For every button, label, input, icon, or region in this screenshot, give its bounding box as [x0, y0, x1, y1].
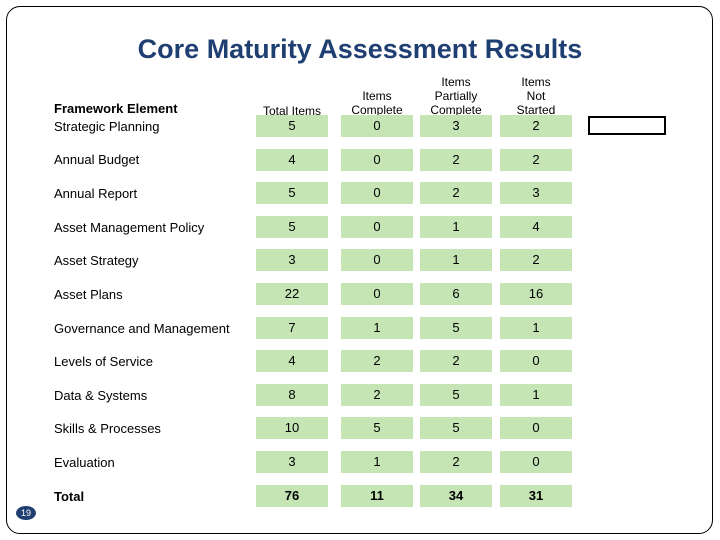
cell-total: 3 — [256, 451, 328, 473]
row-label-evaluation: Evaluation — [54, 455, 115, 470]
cell-total: 7 — [256, 317, 328, 339]
empty-box — [588, 116, 666, 135]
row-label-strategic-planning: Strategic Planning — [54, 119, 160, 134]
cell-complete: 0 — [341, 249, 413, 271]
cell-not-started: 2 — [500, 249, 572, 271]
row-label-data-and-systems: Data & Systems — [54, 388, 148, 403]
cell-not-started: 0 — [500, 350, 572, 372]
cell-not-started: 16 — [500, 283, 572, 305]
cell-not-started: 3 — [500, 182, 572, 204]
cell-not-started: 1 — [500, 384, 572, 406]
row-label-levels-of-service: Levels of Service — [54, 354, 153, 369]
cell-complete: 2 — [341, 350, 413, 372]
cell-total: 5 — [256, 216, 328, 238]
cell-partial: 5 — [420, 384, 492, 406]
cell-complete: 1 — [341, 451, 413, 473]
row-label-asset-strategy: Asset Strategy — [54, 253, 139, 268]
cell-partial: 1 — [420, 216, 492, 238]
page-number-badge: 19 — [16, 506, 36, 520]
cell-total: 8 — [256, 384, 328, 406]
cell-partial: 2 — [420, 182, 492, 204]
framework-element-header: Framework Element — [54, 101, 178, 116]
cell-total: 4 — [256, 149, 328, 171]
row-label-annual-report: Annual Report — [54, 186, 138, 201]
cell-total: 5 — [256, 115, 328, 137]
cell-partial: 2 — [420, 451, 492, 473]
cell-complete: 0 — [341, 283, 413, 305]
row-label-asset-management-policy: Asset Management Policy — [54, 220, 205, 235]
cell-partial: 1 — [420, 249, 492, 271]
cell-not-started: 4 — [500, 216, 572, 238]
cell-partial: 2 — [420, 350, 492, 372]
total-items-header: Total Items — [262, 104, 322, 118]
cell-total: 4 — [256, 350, 328, 372]
cell-not-started-sum: 31 — [500, 485, 572, 507]
row-label-asset-plans: Asset Plans — [54, 287, 123, 302]
cell-partial: 5 — [420, 417, 492, 439]
cell-complete: 0 — [341, 149, 413, 171]
cell-complete-sum: 11 — [341, 485, 413, 507]
cell-not-started: 2 — [500, 149, 572, 171]
items-not-started-header: Items Not Started — [516, 75, 556, 117]
items-complete-header: Items Complete — [351, 89, 403, 117]
cell-not-started: 0 — [500, 451, 572, 473]
cell-not-started: 0 — [500, 417, 572, 439]
cell-not-started: 2 — [500, 115, 572, 137]
cell-complete: 5 — [341, 417, 413, 439]
cell-partial: 3 — [420, 115, 492, 137]
cell-partial: 2 — [420, 149, 492, 171]
items-partially-complete-header: Items Partially Complete — [430, 75, 482, 117]
cell-total: 5 — [256, 182, 328, 204]
cell-partial-sum: 34 — [420, 485, 492, 507]
row-label-governance-and-management: Governance and Management — [54, 321, 230, 336]
cell-total: 22 — [256, 283, 328, 305]
cell-partial: 6 — [420, 283, 492, 305]
row-label-annual-budget: Annual Budget — [54, 152, 140, 167]
row-label-total: Total — [54, 489, 85, 504]
cell-total: 10 — [256, 417, 328, 439]
cell-complete: 0 — [341, 182, 413, 204]
cell-complete: 0 — [341, 216, 413, 238]
cell-partial: 5 — [420, 317, 492, 339]
page-title: Core Maturity Assessment Results — [137, 34, 583, 64]
cell-total-sum: 76 — [256, 485, 328, 507]
cell-not-started: 1 — [500, 317, 572, 339]
cell-complete: 1 — [341, 317, 413, 339]
cell-complete: 0 — [341, 115, 413, 137]
row-label-skills-and-processes: Skills & Processes — [54, 421, 161, 436]
cell-complete: 2 — [341, 384, 413, 406]
cell-total: 3 — [256, 249, 328, 271]
